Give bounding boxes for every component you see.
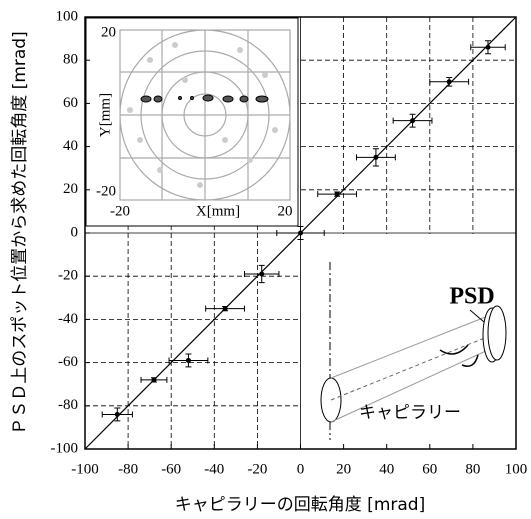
- point: [446, 79, 452, 85]
- x-tick-label: -100: [71, 461, 99, 477]
- inset-y-label: Y[mm]: [97, 93, 113, 137]
- inset-x-label: X[mm]: [196, 203, 240, 219]
- y-tick-label: 60: [63, 95, 78, 111]
- labels: -100 -80 -60 -40 -20 0 20 40 60 80 100 -100 -80 -60 -4…: [51, 8, 528, 477]
- point: [259, 271, 265, 277]
- x-axis-title: キャピラリーの回転角度 [mrad]: [175, 495, 425, 515]
- marks: [84, 16, 517, 450]
- beam: [330, 334, 493, 401]
- x-tick-label: -60: [161, 461, 181, 477]
- y-tick-label: 40: [63, 138, 78, 154]
- x-tick-label: -40: [204, 461, 224, 477]
- inset-spots: [127, 42, 278, 188]
- point: [334, 191, 340, 197]
- point: [222, 306, 228, 312]
- inset-frame: [85, 17, 299, 227]
- y-tick-label: 80: [63, 52, 78, 68]
- x-tick-label: 60: [422, 461, 437, 477]
- inset-y-max: 20: [101, 24, 116, 40]
- psd-label: PSD: [449, 284, 494, 310]
- diagram: PSD キャピラリー: [320, 262, 507, 440]
- inset-blobs: [140, 94, 269, 103]
- y-tick-label: 0: [71, 224, 79, 240]
- inset-x-min: -20: [110, 203, 130, 219]
- y-tick-label: -80: [58, 397, 78, 413]
- psd-arrow: [469, 309, 485, 323]
- x-tick-label: 20: [336, 461, 351, 477]
- inset: 20 -20 -20 20 X[mm] Y[mm]: [85, 17, 299, 227]
- y-tick-label: -100: [51, 440, 79, 456]
- capillary-body: [330, 315, 489, 423]
- point: [114, 411, 120, 417]
- x-tick-label: 0: [297, 461, 305, 477]
- y-tick-label: -20: [58, 268, 78, 284]
- x-tick-label: -80: [118, 461, 138, 477]
- capillary-label: キャピラリー: [359, 403, 461, 423]
- rotation-arrows: [439, 344, 479, 367]
- x-tick-label: 40: [379, 461, 394, 477]
- point: [373, 154, 379, 160]
- inset-x-max: 20: [278, 203, 293, 219]
- point: [185, 357, 191, 363]
- point: [151, 377, 157, 383]
- point: [298, 230, 303, 236]
- x-tick-label: -20: [247, 461, 267, 477]
- y-tick-label: -60: [58, 354, 78, 370]
- x-tick-label: 100: [505, 461, 528, 477]
- y-axis-title: ＰＳＤ上のスポット位置から求めた回転角度 [mrad]: [10, 31, 30, 434]
- y-tick-label: -40: [58, 311, 78, 327]
- y-tick-label: 100: [56, 8, 79, 24]
- point: [485, 44, 491, 50]
- x-tick-label: 80: [465, 461, 480, 477]
- y-tick-label: 20: [63, 181, 78, 197]
- psd-disk-back: [487, 305, 507, 361]
- point: [410, 118, 416, 124]
- inset-y-min: -20: [96, 183, 116, 199]
